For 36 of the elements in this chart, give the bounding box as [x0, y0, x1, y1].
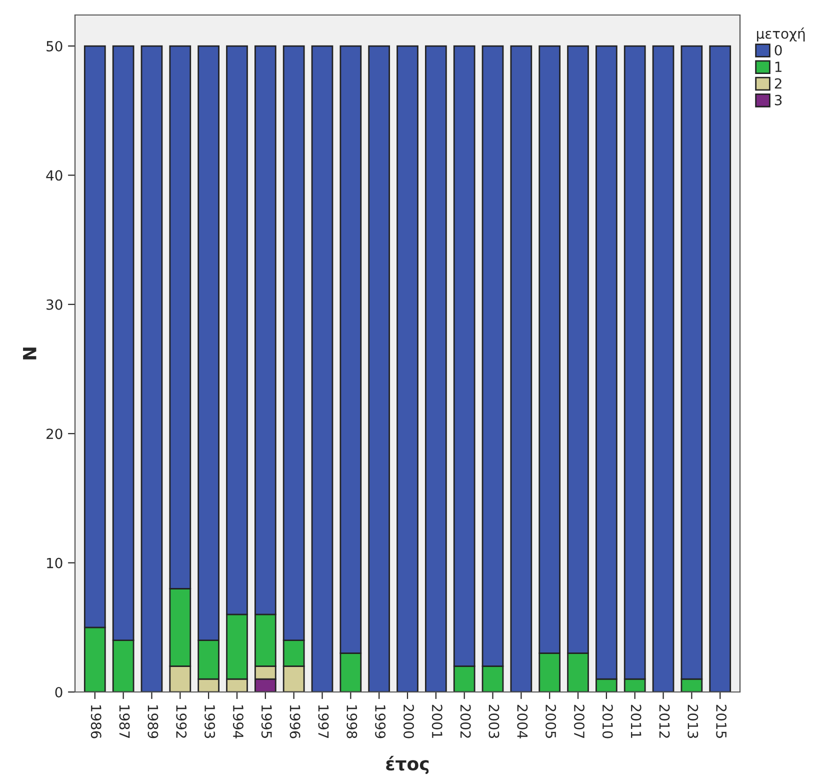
x-tick-label: 2000 [403, 704, 414, 738]
x-tick-label: 1995 [261, 705, 272, 738]
x-tick-label: 2010 [602, 704, 613, 738]
x-tick-label: 1994 [232, 705, 244, 738]
x-tick-label: 2013 [688, 704, 698, 738]
x-tick-label: 1997 [318, 705, 329, 738]
legend-label: 0 [774, 44, 782, 56]
x-tick-label: 2015 [716, 704, 727, 738]
x-tick-label: 2002 [460, 704, 471, 738]
x-tick-label: 2012 [659, 704, 670, 738]
x-tick-label: 2001 [432, 704, 442, 738]
y-tick-label: 40 [46, 170, 62, 181]
x-tick-label: 2007 [574, 704, 584, 738]
legend-label: 2 [774, 78, 782, 89]
y-tick-label: 0 [55, 686, 62, 698]
x-tick-label: 1999 [375, 705, 386, 738]
legend-label: 1 [775, 62, 782, 72]
x-tick-label: 2005 [546, 704, 556, 738]
x-tick-label: 2011 [630, 704, 642, 738]
x-tick-label: 1989 [148, 705, 158, 738]
y-tick-label: 10 [47, 558, 62, 568]
x-tick-label: 1987 [119, 705, 130, 738]
x-tick-label: 1992 [176, 705, 187, 738]
x-tick-label: 2003 [488, 704, 500, 738]
legend-title: μετοχή [757, 28, 805, 42]
y-tick-label: 30 [46, 299, 62, 310]
x-axis-title: έτος [386, 756, 429, 774]
y-axis-title: N [23, 348, 36, 360]
y-tick-label: 20 [46, 428, 62, 440]
x-tick-label: 1996 [290, 705, 300, 738]
y-tick-label: 50 [46, 40, 62, 52]
x-tick-label: 1998 [346, 705, 358, 738]
x-tick-label: 1993 [204, 705, 216, 738]
legend-label: 3 [774, 94, 782, 106]
x-tick-label: 1986 [90, 705, 102, 738]
x-tick-label: 2004 [517, 704, 528, 738]
